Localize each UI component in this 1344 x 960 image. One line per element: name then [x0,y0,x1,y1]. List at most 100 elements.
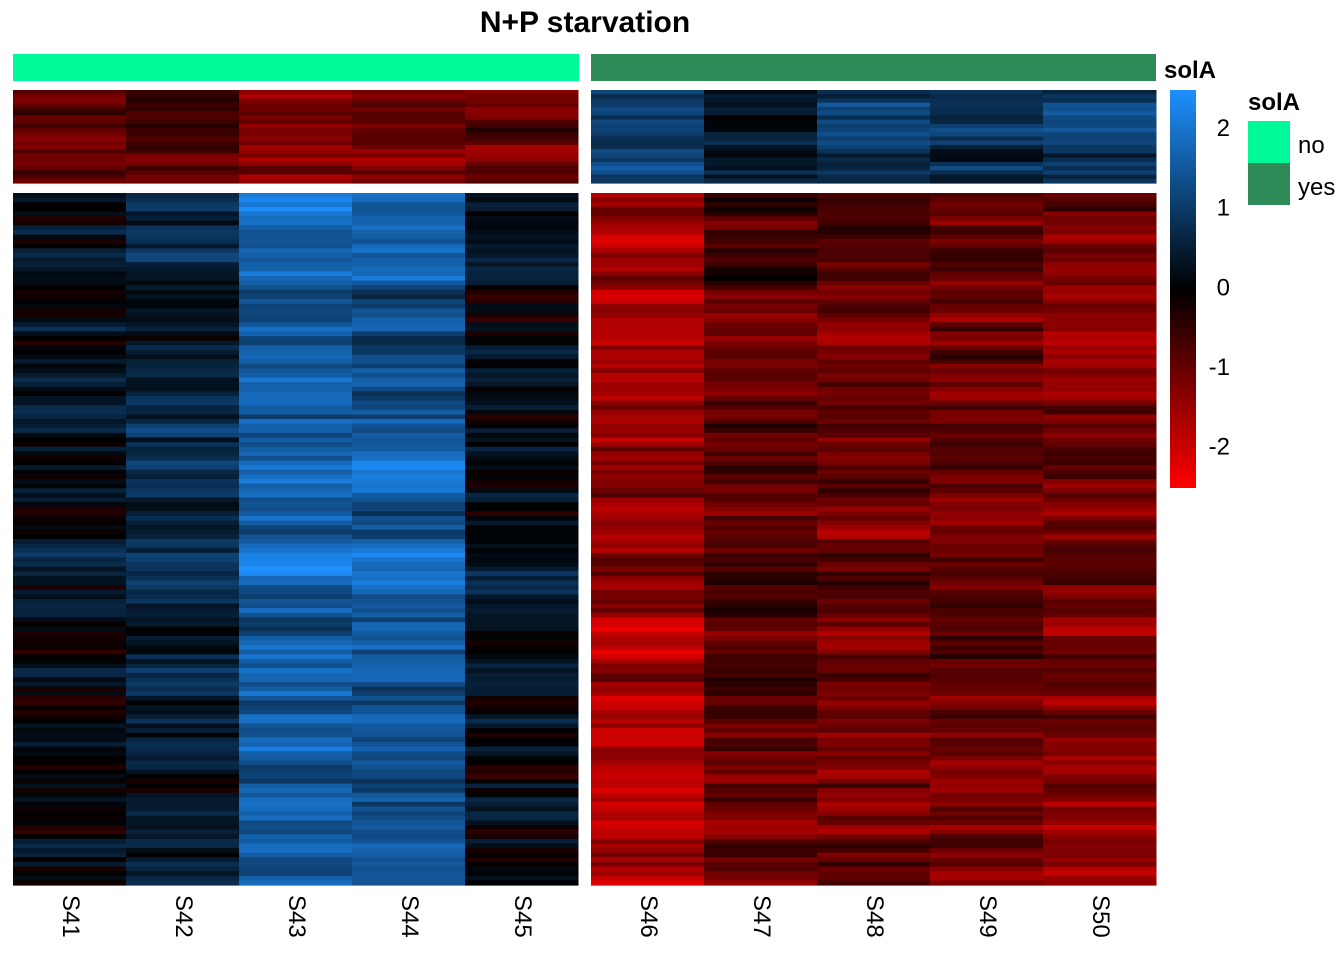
heatmap-cell [465,594,579,600]
heatmap-cell [465,368,579,374]
heatmap-cell [930,469,1044,476]
heatmap-cell [465,875,579,881]
heatmap-cell [126,266,240,273]
heatmap-cell [704,668,818,674]
heatmap-cell [13,280,127,286]
heatmap-cell [465,672,579,678]
heatmap-cell [465,308,579,314]
heatmap-cell [465,206,579,213]
heatmap-cell [352,672,466,678]
heatmap-cell [465,838,579,845]
heatmap-cell [1043,529,1157,535]
heatmap-cell [126,322,240,328]
heatmap-cell [704,202,818,208]
heatmap-cell [465,645,579,651]
heatmap-cell [591,838,705,845]
heatmap-cell [13,248,127,254]
heatmap-cell [126,234,240,240]
heatmap-cell [13,220,127,226]
heatmap-cell [704,663,818,669]
heatmap-cell [817,622,931,628]
heatmap-cell [930,700,1044,706]
heatmap-cell [591,262,705,268]
heatmap-cell [239,395,353,402]
heatmap-cell [13,460,127,466]
heatmap-cell [817,111,931,116]
heatmap-cell [126,755,240,762]
heatmap-cell [126,359,240,365]
heatmap-cell [817,123,931,129]
heatmap-cell [126,197,240,203]
heatmap-cell [352,174,466,180]
heatmap-cell [1043,765,1157,771]
heatmap-cell [352,709,466,715]
heatmap-cell [352,760,466,766]
heatmap-cell [817,442,931,448]
heatmap-cell [704,216,818,222]
heatmap-cell [704,239,818,245]
heatmap-cell [817,102,931,108]
heatmap-cell [591,539,705,545]
heatmap-cell [817,769,931,775]
heatmap-cell [591,229,705,236]
heatmap-cell [465,788,579,794]
heatmap-cell [1043,566,1157,572]
heatmap-cell [817,848,931,854]
heatmap-cell [1043,460,1157,466]
heatmap-cell [352,658,466,665]
heatmap-cell [465,820,579,826]
heatmap-cell [704,783,818,789]
heatmap-cell [126,783,240,789]
chart-title: N+P starvation [480,6,690,39]
heatmap-cell [591,252,705,259]
heatmap-cell [817,852,931,858]
heatmap-cell [13,202,127,208]
heatmap-cell [126,566,240,572]
heatmap-cell [591,479,705,485]
heatmap-cell [465,732,579,738]
heatmap-cell [704,289,818,296]
color-scale-tick-label: 2 [1217,115,1230,142]
heatmap-cell [239,115,353,121]
heatmap-cell [465,691,579,697]
heatmap-cell [13,682,127,688]
heatmap-cell [591,294,705,300]
heatmap-cell [591,271,705,277]
heatmap-cell [817,843,931,849]
heatmap-cell [930,635,1044,642]
heatmap-cell [1043,626,1157,632]
heatmap-cell [352,585,466,591]
heatmap-cell [352,755,466,762]
heatmap-cell [239,432,353,439]
heatmap-cell [239,631,353,637]
heatmap-cell [1043,455,1157,462]
heatmap-cell [352,829,466,835]
heatmap-cell [930,391,1044,397]
heatmap-cell [352,98,466,104]
heatmap-cell [704,792,818,798]
heatmap-cell [13,229,127,236]
heatmap-cell [126,718,240,725]
heatmap-cell [704,395,818,402]
heatmap-cell [1043,728,1157,734]
heatmap-cell [704,432,818,439]
heatmap-cell [126,658,240,665]
heatmap-cell [126,294,240,300]
heatmap-cell [930,765,1044,771]
heatmap-cell [591,580,705,586]
heatmap-cell [13,562,127,568]
heatmap-cell [817,552,931,559]
heatmap-cell [817,239,931,245]
heatmap-cell [1043,128,1157,133]
heatmap-cell [704,248,818,254]
heatmap-cell [126,257,240,263]
heatmap-cell [352,409,466,416]
heatmap-cell [13,617,127,623]
heatmap-cell [930,562,1044,568]
heatmap-cell [13,308,127,314]
heatmap-cell [704,111,818,116]
heatmap-cell [352,106,466,112]
heatmap-cell [465,340,579,346]
heatmap-cell [1043,617,1157,623]
heatmap-cell [704,161,818,167]
